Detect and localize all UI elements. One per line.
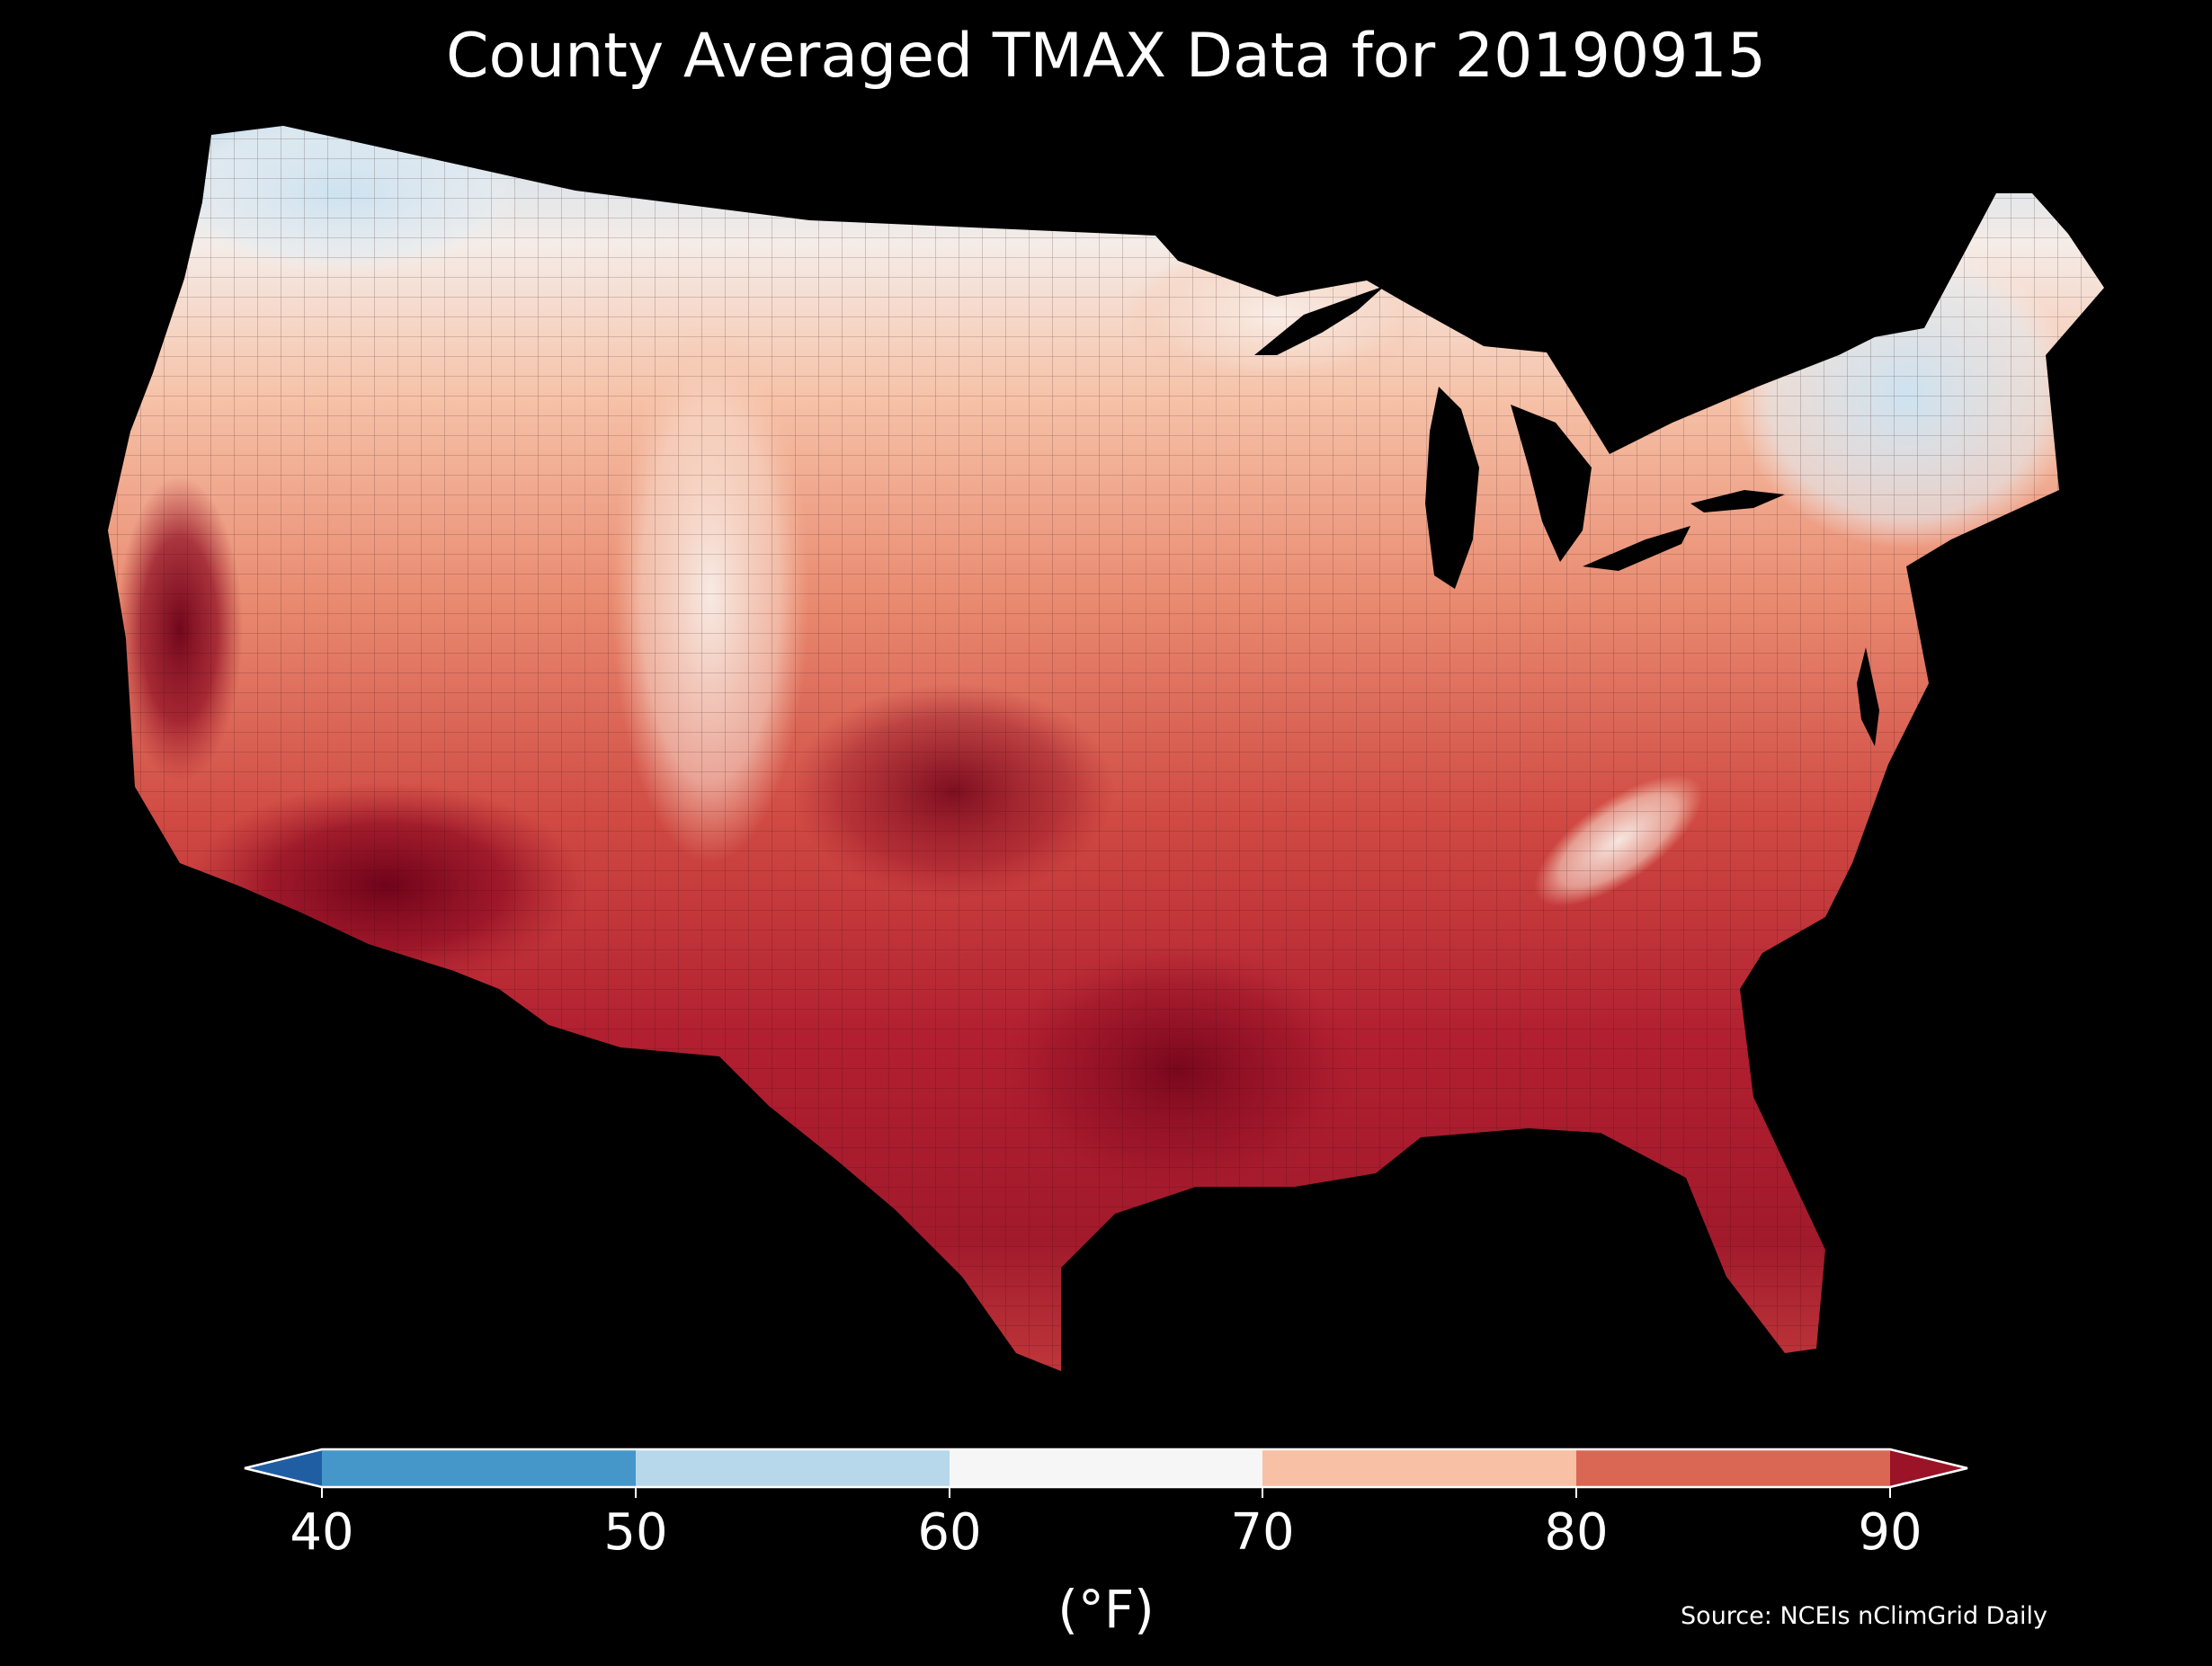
colorbar-tick-label-80: 80 — [1544, 1503, 1609, 1562]
lake-michigan — [1425, 387, 1479, 589]
colorbar-extend-high — [1890, 1449, 1967, 1487]
lake-erie — [1583, 526, 1690, 571]
great-lakes — [1254, 286, 1879, 746]
colorbar-tick-label-60: 60 — [917, 1503, 982, 1562]
colorbar-bin-60-70 — [950, 1449, 1262, 1487]
colorbar-unit-label: (°F) — [1057, 1579, 1155, 1640]
colorbar-ticks — [321, 1487, 1891, 1498]
colorbar-bin-70-80 — [1262, 1449, 1576, 1487]
colorbar-bin-40-50 — [322, 1449, 636, 1487]
colorbar-tick-label-70: 70 — [1230, 1503, 1295, 1562]
colorbar-bin-50-60 — [636, 1449, 950, 1487]
colorbar-tick-label-50: 50 — [603, 1503, 668, 1562]
lake-huron — [1511, 405, 1592, 562]
colorbar-tick-label-90: 90 — [1858, 1503, 1922, 1562]
map-title: County Averaged TMAX Data for 20190915 — [446, 21, 1766, 92]
colorbar-tick-label-40: 40 — [290, 1503, 354, 1562]
chesapeake-bay — [1857, 647, 1879, 746]
us-county-choropleth — [108, 126, 2104, 1371]
lake-ontario — [1690, 490, 1785, 512]
source-attribution: Source: NCEIs nClimGrid Daily — [1681, 1602, 2047, 1630]
lake-superior — [1254, 286, 1385, 355]
colorbar-extend-low — [245, 1449, 322, 1487]
colorbar — [244, 1448, 1968, 1498]
colorbar-bin-80-90 — [1576, 1449, 1890, 1487]
